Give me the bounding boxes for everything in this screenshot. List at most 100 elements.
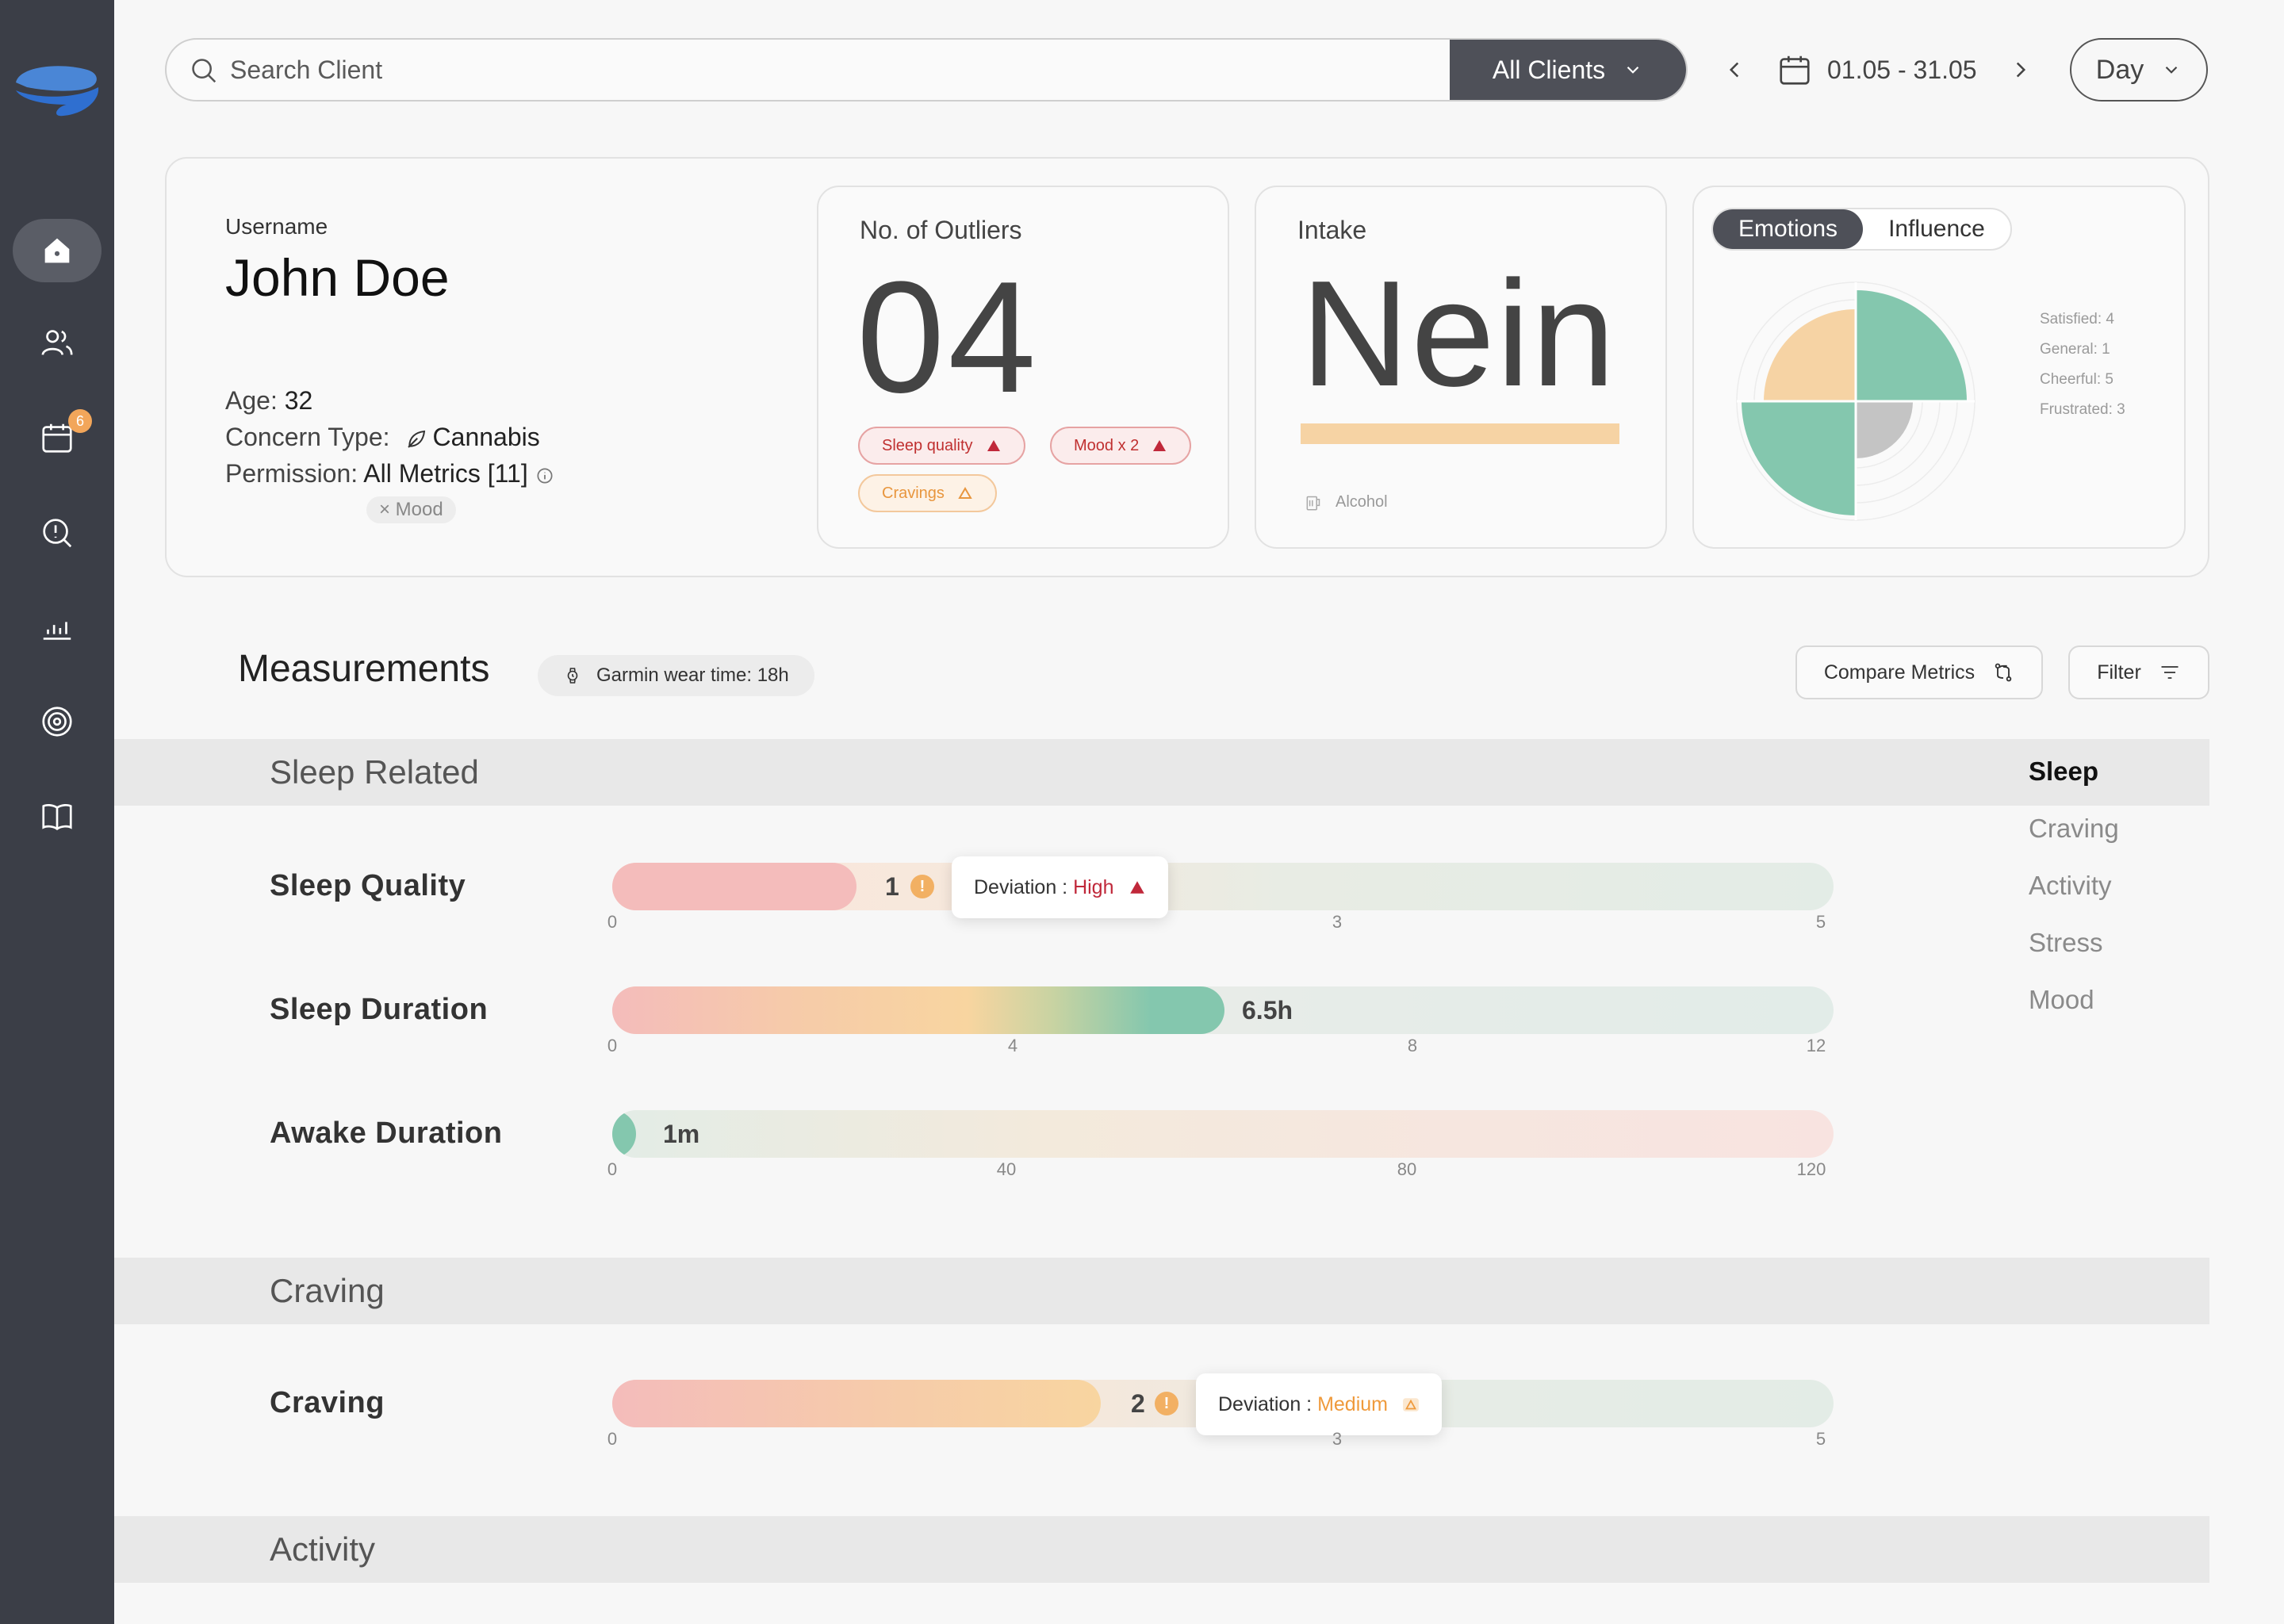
age-row: Age: 32 [225,382,555,419]
client-name: John Doe [225,248,450,307]
compare-arrows-icon [1995,663,2012,682]
granularity-dropdown[interactable]: Day [2070,38,2208,102]
alert-triangle-icon [987,440,1000,451]
intake-substance: Alcohol [1304,492,1388,512]
info-icon[interactable] [535,465,555,486]
nav-clients[interactable] [13,311,102,374]
sleep-quality-value: 1 [885,872,899,901]
pie-slice-frustrated [1764,309,1856,401]
jump-stress[interactable]: Stress [2029,928,2103,957]
tick-label: 5 [1815,912,1826,932]
outlier-tag-mood[interactable]: Mood x 2 [1050,427,1192,465]
outlier-tag-label: Cravings [882,484,945,502]
book-icon [42,803,72,830]
deviation-label: Deviation : High [974,875,1114,898]
sleep-quality-track [612,863,1834,910]
sleep-duration-value: 6.5h [1242,996,1293,1025]
intake-substance-label: Alcohol [1336,492,1388,511]
measurements-title: Measurements [238,648,490,690]
tick-label: 4 [1007,1036,1018,1055]
search-alert-icon [43,519,72,548]
target-icon [42,707,72,737]
outlier-tag-sleep-quality[interactable]: Sleep quality [858,427,1025,465]
sleep-quality-fill [612,863,856,910]
permission-row: Permission: All Metrics [11] [225,455,555,492]
chevron-down-icon [2165,66,2178,74]
outlier-tag-cravings[interactable]: Cravings [858,474,997,512]
nav-calendar[interactable]: 6 [13,406,102,469]
section-craving: Craving [114,1258,2209,1324]
client-summary: Username John Doe Age: 32 Concern Type: C… [165,157,2209,577]
emotions-legend: Satisfied: 4 General: 1 Cheerful: 5 Frus… [2040,304,2125,425]
emotions-card: Emotions Influence Satisfied: 4 General:… [1692,186,2186,549]
calendar-badge: 6 [68,409,92,433]
permission-label: Permission: [225,459,358,488]
nav-analytics[interactable] [13,596,102,660]
jump-activity[interactable]: Activity [2029,871,2112,900]
section-sleep-related: Sleep Related [114,739,2209,806]
craving-value: 2 [1131,1389,1145,1418]
metric-label-craving: Craving [270,1386,385,1419]
legend-cheerful: Cheerful: 5 [2040,371,2113,388]
tick-label: 3 [1332,912,1343,932]
tab-influence[interactable]: Influence [1888,216,1985,242]
nav-insights[interactable] [13,501,102,565]
tick-label: 40 [996,1159,1017,1179]
nav-goals[interactable] [13,690,102,753]
chevron-down-icon [1627,66,1639,74]
sleep-duration-track [612,986,1834,1034]
pie-slice-general [1856,401,1913,458]
metric-label-awake-duration: Awake Duration [270,1116,503,1150]
section-title: Activity [270,1530,376,1568]
users-icon [41,330,73,355]
calendar-icon[interactable] [1776,52,1813,88]
date-range[interactable]: 01.05 - 31.05 [1827,55,1977,84]
tick-label: 120 [1796,1159,1826,1179]
tick-label: 5 [1815,1429,1826,1449]
tick-label: 12 [1806,1036,1826,1055]
intake-value: Nein [1301,250,1617,418]
intake-title: Intake [1297,216,1367,244]
chevron-left-icon[interactable] [1721,56,1748,83]
intake-card: Intake Nein Alcohol [1255,186,1667,549]
jump-sleep[interactable]: Sleep [2029,756,2099,786]
warning-triangle-icon [1403,1398,1419,1411]
search-icon [192,59,217,83]
concern-label: Concern Type: [225,423,390,451]
search-input[interactable] [230,40,1578,100]
date-navigator: 01.05 - 31.05 [1721,41,2034,98]
garmin-wear-time: Garmin wear time: 18h [538,655,814,696]
emotions-toggle: Emotions Influence [1711,208,2012,251]
username-label: Username [225,214,328,239]
awake-duration-value: 1m [663,1120,700,1148]
compare-metrics-button[interactable]: Compare Metrics [1795,645,2043,699]
section-title: Sleep Related [270,753,479,791]
chevron-right-icon[interactable] [2007,56,2034,83]
age-value: 32 [284,386,313,415]
outliers-card: No. of Outliers 04 Sleep quality Mood x … [817,186,1229,549]
jump-craving[interactable]: Craving [2029,814,2119,843]
sleep-quality-deviation-tooltip: Deviation : High [952,856,1168,918]
search-bar: All Clients [165,38,1688,102]
awake-duration-track [612,1110,1834,1158]
nav-library[interactable] [13,785,102,848]
deviation-label: Deviation : Medium [1218,1392,1388,1415]
filter-button[interactable]: Filter [2068,645,2209,699]
warning-icon: ! [1155,1392,1178,1415]
clients-filter-dropdown[interactable]: All Clients [1450,40,1686,100]
bar-chart-icon [43,622,71,640]
compare-metrics-label: Compare Metrics [1823,661,1976,684]
craving-fill [612,1380,1101,1427]
metric-label-sleep-duration: Sleep Duration [270,993,489,1026]
garmin-wear-label: Garmin wear time: 18h [596,665,789,686]
outliers-title: No. of Outliers [860,216,1022,244]
excluded-metric-chip[interactable]: × Mood [366,496,456,523]
nav-home[interactable] [13,219,102,282]
filter-icon [2161,666,2179,679]
age-label: Age: [225,386,278,415]
clients-filter-label: All Clients [1492,55,1606,84]
app-logo[interactable] [11,59,103,119]
jump-mood[interactable]: Mood [2029,985,2094,1014]
tab-emotions[interactable]: Emotions [1713,209,1864,249]
outliers-count: 04 [856,249,1040,426]
